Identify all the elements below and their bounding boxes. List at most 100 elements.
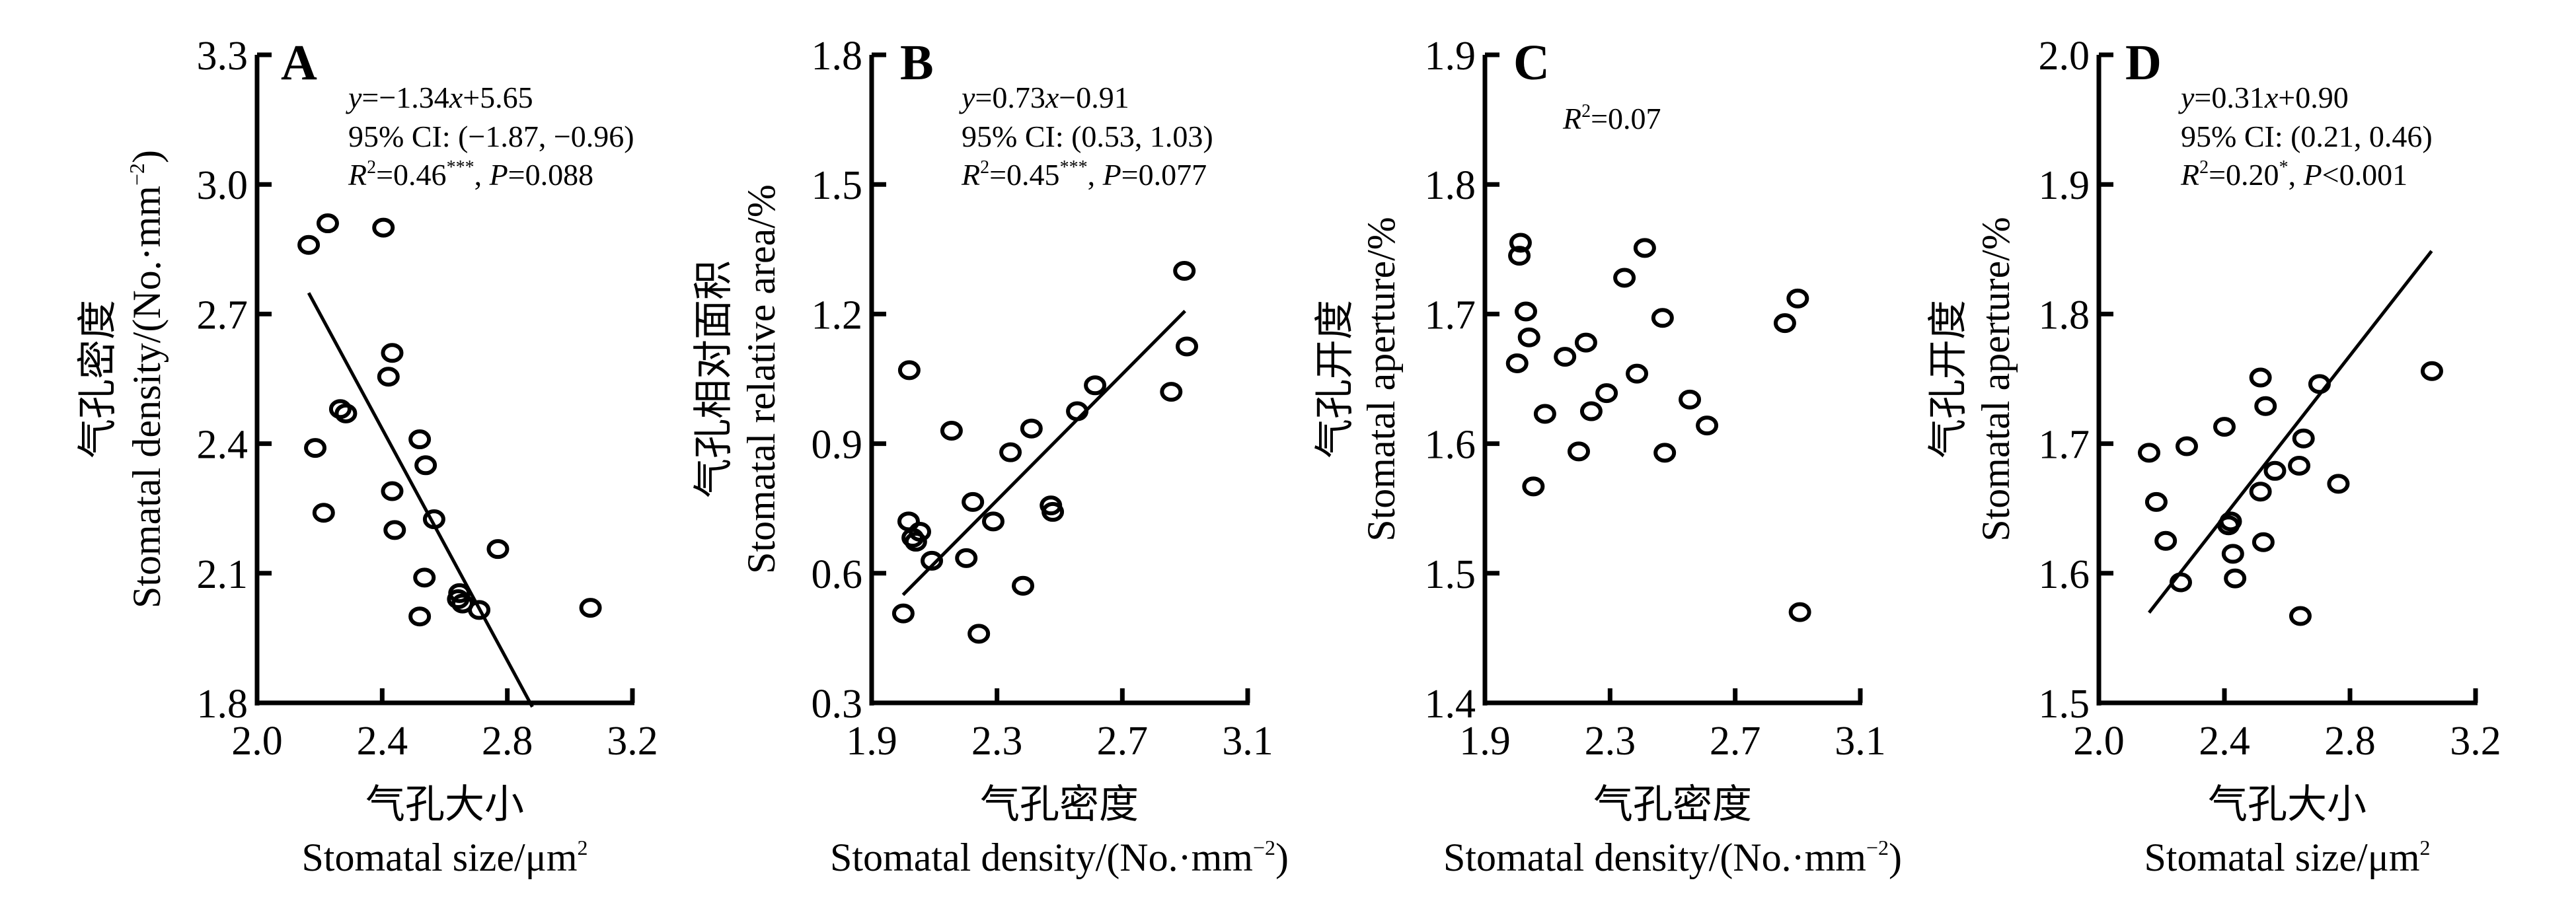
equation-a: y=−1.34x+5.65 [346, 81, 533, 114]
y-tick-label-c: 1.9 [1425, 34, 1476, 79]
equation-b: y=0.73x−0.91 [959, 81, 1129, 114]
data-point-a [312, 503, 335, 523]
x-axis-title-c: Stomatal density/(No.·mm−2) [1443, 836, 1902, 879]
data-point-a [381, 481, 404, 501]
y-tick-label-c: 1.6 [1425, 423, 1476, 468]
ci-b: 95% CI: (0.53, 1.03) [962, 120, 1213, 153]
y-tick-label-d: 1.8 [2039, 293, 2090, 338]
panel-letter-a: A [281, 35, 317, 90]
y-tick-label-b: 0.9 [812, 423, 863, 468]
data-point-d [2169, 572, 2192, 593]
data-point-d [2327, 474, 2350, 494]
y-tick-label-a: 3.3 [197, 34, 248, 79]
data-point-b [1020, 418, 1043, 439]
data-point-d [2263, 460, 2287, 481]
y-tick-label-d: 1.6 [2039, 552, 2090, 597]
ticks-b: 0.3 0.6 0.9 1.2 1.5 1.8 1.9 2.3 2.7 3.1 [812, 34, 1273, 764]
y-tick-label-a: 2.7 [197, 293, 248, 338]
x-axis-title-cn-c: 气孔密度 [1593, 783, 1752, 826]
data-point-a [579, 598, 602, 618]
x-tick-label-c: 2.7 [1710, 719, 1761, 764]
r2-d: R2=0.20*, P<0.001 [2180, 157, 2407, 192]
data-point-a [297, 235, 321, 255]
y-tick-label-d: 1.7 [2039, 423, 2090, 468]
axes-a [254, 55, 634, 706]
data-point-d [2219, 511, 2242, 532]
x-tick-label-c: 2.3 [1585, 719, 1636, 764]
data-point-c [1522, 476, 1545, 497]
y-axis-title-c: Stomatal aperture/% [1359, 217, 1403, 541]
x-axis-title-cn-d: 气孔大小 [2208, 783, 2367, 826]
axes-b [869, 55, 1250, 706]
data-point-c [1633, 238, 1656, 258]
data-point-a [486, 539, 510, 560]
y-axis-title-a: Stomatal density/(No.·mm−2) [125, 150, 169, 608]
data-point-c [1679, 389, 1702, 410]
x-tick-label-d: 3.2 [2450, 719, 2501, 764]
y-tick-label-c: 1.4 [1425, 682, 1476, 727]
r2-b: R2=0.45***, P=0.077 [961, 157, 1207, 192]
x-tick-label-b: 2.7 [1097, 719, 1149, 764]
y-axis-title-cn-c: 气孔开度 [1313, 300, 1357, 458]
data-point-a [381, 343, 404, 363]
r2-a: R2=0.46***, P=0.088 [348, 157, 593, 192]
data-point-a [408, 429, 432, 450]
data-point-c [1651, 308, 1674, 328]
data-point-d [2292, 428, 2315, 449]
panel-d: 1.5 1.6 1.7 1.8 1.9 2.0 2.0 2.4 2.8 3.2 D y=0.31x… [1926, 34, 2501, 879]
panel-letter-b: B [900, 35, 934, 90]
data-point-c [1568, 441, 1590, 462]
panel-a: 1.8 2.1 2.4 2.7 3.0 3.3 2.0 2.4 2.8 3.2 A y=−1.34… [76, 34, 658, 879]
y-axis-title-cn-d: 气孔开度 [1926, 300, 1970, 458]
data-point-b [921, 550, 944, 571]
data-point-c [1505, 353, 1529, 373]
y-tick-label-d: 1.9 [2039, 163, 2090, 208]
y-tick-label-c: 1.7 [1425, 293, 1476, 338]
data-point-c [1533, 404, 1556, 424]
y-axis-title-b: Stomatal relative area/% [739, 184, 783, 574]
ci-a: 95% CI: (−1.87, −0.96) [348, 120, 634, 153]
data-point-d [2289, 606, 2312, 626]
data-point-c [1509, 233, 1532, 253]
y-tick-label-a: 1.8 [197, 682, 248, 727]
x-tick-label-c: 1.9 [1459, 719, 1511, 764]
y-tick-label-d: 1.5 [2039, 682, 2090, 727]
ci-d: 95% CI: (0.21, 0.46) [2181, 120, 2433, 153]
data-point-a [372, 217, 395, 238]
x-axis-title-cn-b: 气孔密度 [980, 783, 1139, 826]
points-a [297, 213, 602, 708]
data-point-a [334, 403, 358, 423]
data-point-b [1176, 336, 1199, 357]
y-tick-label-b: 1.5 [812, 163, 863, 208]
data-point-b [891, 603, 915, 624]
data-point-c [1515, 301, 1538, 322]
data-point-b [1173, 261, 1196, 281]
data-point-c [1595, 383, 1618, 404]
data-point-b [904, 532, 927, 552]
x-tick-label-a: 2.4 [357, 719, 408, 764]
data-point-d [2254, 396, 2277, 416]
x-tick-label-d: 2.4 [2199, 719, 2250, 764]
points-d [2138, 250, 2443, 626]
x-axis-title-b: Stomatal density/(No.·mm−2) [830, 836, 1289, 879]
data-point-b [1012, 575, 1035, 596]
data-point-b [1066, 401, 1089, 421]
r2-c: R2=0.07 [1562, 101, 1661, 135]
data-point-a [383, 520, 406, 540]
y-tick-label-a: 3.0 [197, 163, 248, 208]
data-point-b [1042, 501, 1065, 522]
data-point-a [304, 438, 327, 458]
data-point-a [447, 589, 470, 610]
panel-c: 1.4 1.5 1.6 1.7 1.8 1.9 1.9 2.3 2.7 3.1 C R2=0.07… [1313, 34, 1902, 879]
panel-b: 0.3 0.6 0.9 1.2 1.5 1.8 1.9 2.3 2.7 3.1 B y=0.73x… [692, 34, 1289, 879]
data-point-a [413, 567, 436, 588]
data-point-c [1626, 363, 1649, 384]
data-point-a [408, 606, 432, 627]
data-point-a [328, 399, 352, 419]
data-point-d [2176, 436, 2198, 456]
x-tick-label-d: 2.0 [2073, 719, 2125, 764]
data-point-b [1160, 382, 1183, 402]
panel-letter-c: C [1513, 35, 1550, 90]
panel-letter-d: D [2125, 35, 2162, 90]
data-point-b [999, 442, 1022, 462]
